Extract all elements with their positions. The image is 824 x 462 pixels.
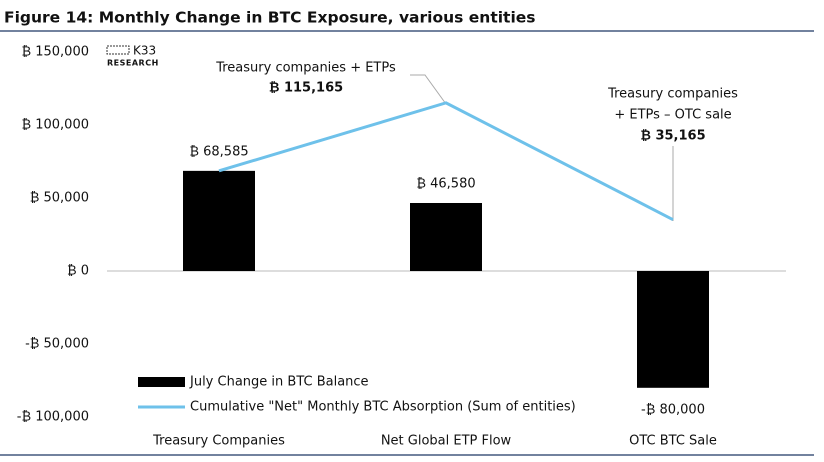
logo: K33 RESEARCH [106,44,159,68]
data-label: ₿ 35,165 [640,129,705,144]
data-label: ₿ 46,580 [416,176,475,191]
line [218,101,674,221]
leader-line [410,74,447,105]
bar [637,271,709,388]
annotation: Treasury companies [607,87,738,102]
bar [410,202,482,271]
bar [183,170,255,271]
x-tick-label: Net Global ETP Flow [381,434,512,449]
legend-label: Cumulative "Net" Monthly BTC Absorption … [190,400,576,415]
data-label: -₿ 80,000 [641,402,705,417]
x-tick-label: OTC BTC Sale [629,434,717,449]
y-tick-label: -₿ 100,000 [17,410,89,425]
y-tick-label: ₿ 50,000 [30,191,89,206]
chart-title: Figure 14: Monthly Change in BTC Exposur… [4,9,536,27]
annotation: + ETPs – OTC sale [614,108,731,123]
y-tick-label: ₿ 100,000 [21,118,89,133]
y-tick-label: -₿ 50,000 [25,337,89,352]
legend-swatch [138,377,185,387]
logo-mark [106,45,130,55]
y-tick-label: ₿ 0 [67,264,89,279]
logo-name: K33 [133,44,156,58]
legend-label: July Change in BTC Balance [189,375,369,390]
data-label: ₿ 115,165 [269,81,343,96]
logo-subtitle: RESEARCH [107,59,159,68]
y-tick-label: ₿ 150,000 [21,45,89,60]
data-label: ₿ 68,585 [189,144,248,159]
x-tick-label: Treasury Companies [152,434,285,449]
annotation: Treasury companies + ETPs [215,61,396,76]
